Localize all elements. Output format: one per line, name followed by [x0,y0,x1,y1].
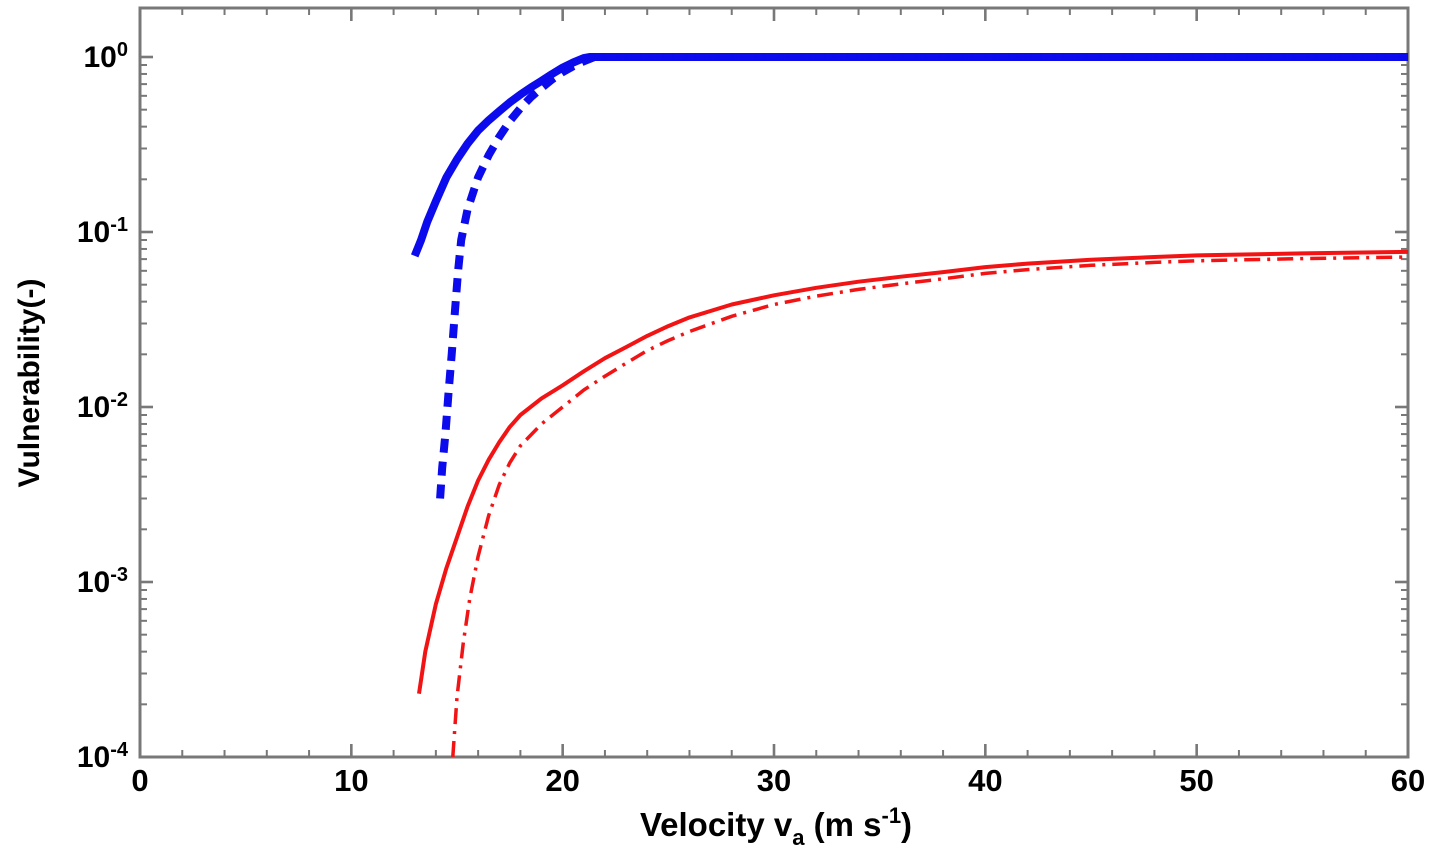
x-tick-label: 60 [1390,763,1426,798]
x-tick-label: 30 [756,763,792,798]
x-axis-title-close: ) [901,806,913,843]
y-tick-label: 10-3 [76,564,128,599]
x-axis-title-exponent: -1 [881,803,902,828]
plot-frame [138,6,1410,759]
x-tick-label: 40 [968,763,1003,798]
x-axis-title-units: (m s [804,806,882,843]
series-red-thin-solid [417,249,1408,694]
series-red-thin-dashdot [451,255,1408,757]
series-blue-thick-dashed [436,53,1408,499]
y-tick-label: 10-2 [76,389,128,424]
y-tick-label: 10-4 [76,739,128,774]
x-axis-title-subscript: a [792,825,805,850]
y-tick-label: 100 [83,39,129,74]
x-tick-label: 0 [131,763,149,798]
x-tick-label: 20 [545,763,580,798]
series-blue-thick-solid [410,53,1408,258]
y-axis-title: Vulnerability(-) [13,278,46,488]
series-group [410,53,1408,757]
y-tick-label: 10-1 [76,214,128,249]
axis-ticks [138,8,1410,759]
x-tick-label: 50 [1179,763,1214,798]
x-axis-title-text: Velocity v [639,806,793,843]
x-tick-label: 10 [334,763,369,798]
x-axis-title: Velocity va (m s-1) [640,797,912,854]
